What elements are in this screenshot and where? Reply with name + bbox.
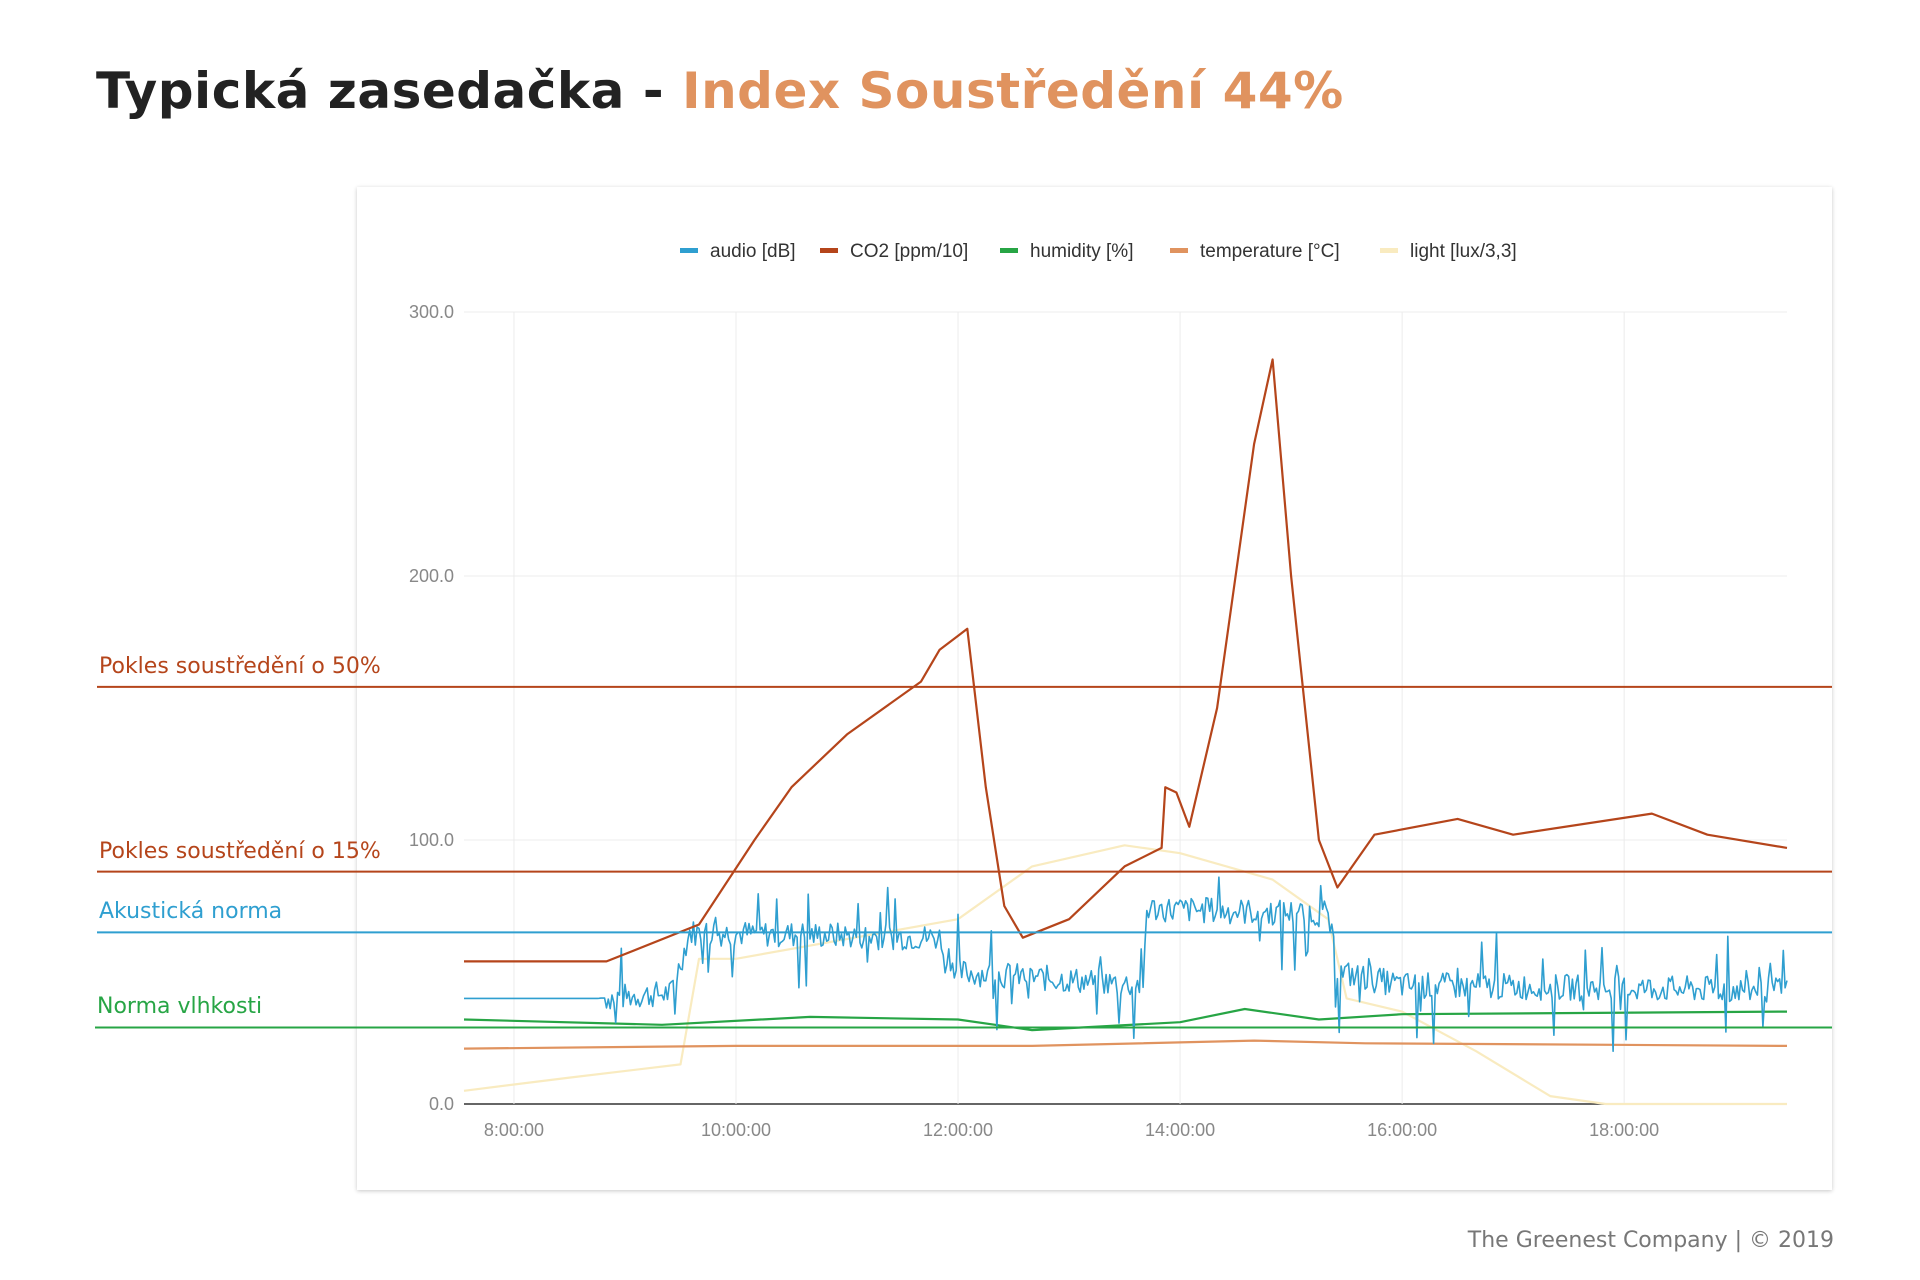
x-tick-label: 16:00:00: [1367, 1120, 1437, 1140]
chart-card: 0.0 100.0 200.0 300.0 8:00:00 10:00:00 12:00:0…: [357, 187, 1832, 1190]
x-tick-label: 10:00:00: [701, 1120, 771, 1140]
x-tick-label: 18:00:00: [1589, 1120, 1659, 1140]
threshold-label: Norma vlhkosti: [97, 994, 263, 1020]
legend-label-e: light [lux/3,3]: [1410, 241, 1517, 262]
series-line-b: [464, 358, 1788, 963]
threshold-label: Akustická norma: [99, 899, 283, 925]
x-tick-label: 8:00:00: [484, 1120, 544, 1140]
title-main: Typická zasedačka -: [96, 62, 682, 120]
legend-swatch-b: [820, 248, 838, 253]
legend-label-a: audio [dB]: [710, 241, 796, 262]
series-line-c: [463, 1007, 1788, 1032]
legend-label-b: CO2 [ppm/10]: [850, 241, 968, 262]
series-line-d: [463, 1039, 1788, 1050]
series-line-e: [463, 844, 1787, 1106]
legend-label-c: humidity [%]: [1030, 241, 1133, 262]
footer-credit: The Greenest Company | © 2019: [1467, 1228, 1834, 1253]
y-tick-label: 0.0: [429, 1094, 454, 1114]
y-tick-label: 300.0: [409, 302, 454, 322]
threshold-label: Pokles soustředění o 15%: [99, 838, 381, 864]
x-tick-label: 12:00:00: [923, 1120, 993, 1140]
line-chart: 0.0 100.0 200.0 300.0 8:00:00 10:00:00 12:00:0…: [409, 241, 1788, 1140]
y-tick-label: 200.0: [409, 566, 454, 586]
legend-swatch-e: [1380, 248, 1398, 253]
threshold-label: Pokles soustředění o 50%: [99, 653, 381, 679]
legend-swatch-c: [1000, 248, 1018, 253]
title-accent: Index Soustředění 44%: [681, 62, 1344, 120]
page-title: Typická zasedačka - Index Soustředění 44…: [96, 62, 1344, 120]
y-tick-label: 100.0: [409, 830, 454, 850]
series-line-a: [464, 876, 1788, 1052]
legend-swatch-d: [1170, 248, 1188, 253]
x-tick-label: 14:00:00: [1145, 1120, 1215, 1140]
legend-label-d: temperature [°C]: [1200, 241, 1340, 262]
chart-legend: audio [dB] CO2 [ppm/10] humidity [%] temper…: [680, 241, 1517, 262]
legend-swatch-a: [680, 248, 698, 253]
